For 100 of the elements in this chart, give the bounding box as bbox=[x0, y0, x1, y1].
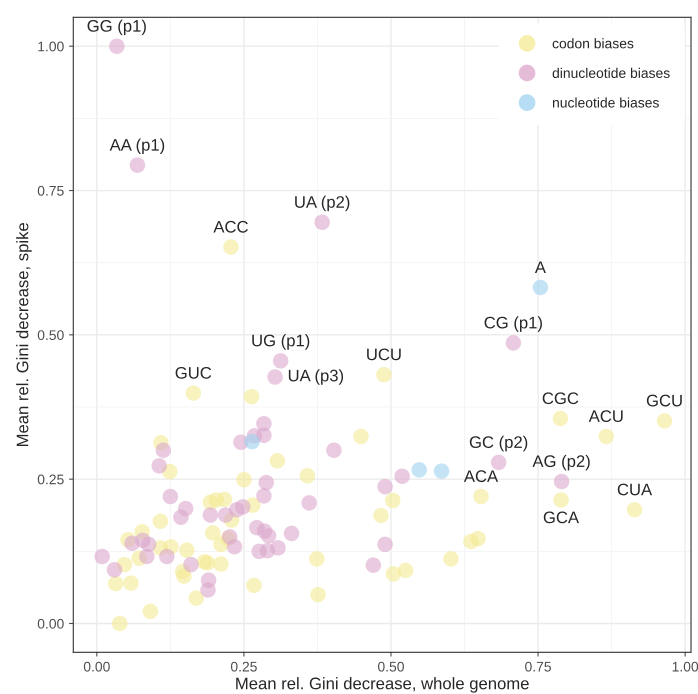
point bbox=[204, 525, 220, 541]
point bbox=[216, 492, 232, 508]
x-tick-label: 0.00 bbox=[84, 662, 110, 672]
annotation: GUC bbox=[176, 366, 212, 379]
y-axis-title: Mean rel. Gini decrease, spike bbox=[16, 223, 32, 446]
annotation: CUA bbox=[618, 484, 652, 496]
annotation: ACA bbox=[464, 470, 498, 482]
annotation: UA (p3) bbox=[288, 369, 344, 385]
point bbox=[256, 488, 272, 504]
point bbox=[260, 528, 276, 544]
point bbox=[310, 586, 326, 602]
point bbox=[213, 556, 229, 572]
point bbox=[256, 428, 272, 444]
point bbox=[186, 385, 202, 401]
annotation: GG (p1) bbox=[88, 20, 146, 36]
point bbox=[384, 492, 401, 508]
point bbox=[112, 616, 128, 632]
point bbox=[244, 388, 260, 404]
point bbox=[246, 578, 262, 594]
y-tick-label: 1.00 bbox=[38, 42, 64, 52]
point bbox=[532, 280, 548, 296]
point bbox=[109, 38, 125, 54]
point bbox=[270, 540, 286, 556]
point bbox=[139, 548, 155, 564]
point bbox=[130, 157, 146, 173]
point bbox=[434, 463, 450, 479]
annotation: A bbox=[534, 261, 546, 273]
annotation: AA (p1) bbox=[110, 138, 164, 154]
point bbox=[151, 458, 167, 474]
y-tick-label: 0.00 bbox=[38, 618, 64, 629]
x-tick-label: 1.00 bbox=[672, 662, 698, 672]
point bbox=[470, 530, 486, 546]
point bbox=[598, 428, 614, 444]
point bbox=[108, 576, 124, 592]
point bbox=[152, 514, 168, 530]
point bbox=[106, 562, 122, 578]
point bbox=[272, 353, 288, 369]
annotation: GCA bbox=[544, 512, 580, 524]
annotation: UA (p2) bbox=[295, 196, 350, 212]
point bbox=[394, 468, 410, 484]
point bbox=[656, 413, 672, 429]
annotation: ACC bbox=[213, 220, 248, 233]
point bbox=[490, 454, 506, 470]
point bbox=[552, 410, 568, 426]
point bbox=[377, 478, 393, 494]
point bbox=[309, 551, 325, 567]
point bbox=[162, 488, 178, 504]
point bbox=[176, 568, 192, 584]
x-axis-title: Mean rel. Gini decrease, whole genome bbox=[236, 677, 529, 693]
point bbox=[366, 557, 382, 573]
legend-label: nucleotide biases bbox=[552, 97, 659, 108]
annotation: CG (p1) bbox=[484, 316, 542, 332]
annotation: AG (p2) bbox=[532, 454, 590, 470]
annotation: UG (p1) bbox=[252, 334, 310, 350]
point bbox=[234, 499, 250, 515]
point bbox=[270, 452, 286, 468]
point bbox=[626, 502, 642, 518]
y-tick-label: 0.25 bbox=[38, 474, 64, 484]
point bbox=[443, 551, 459, 567]
point bbox=[188, 590, 204, 606]
annotation: GCU bbox=[646, 394, 682, 406]
point bbox=[123, 575, 139, 591]
point bbox=[411, 462, 427, 478]
point bbox=[244, 434, 260, 450]
annotation: ACU bbox=[588, 410, 623, 422]
point bbox=[377, 536, 393, 552]
point bbox=[506, 335, 522, 351]
legend-label: dinucleotide biases bbox=[552, 68, 670, 78]
y-tick-label: 0.75 bbox=[38, 186, 64, 196]
point bbox=[200, 555, 216, 571]
point bbox=[326, 442, 342, 458]
point bbox=[386, 566, 402, 582]
point bbox=[142, 604, 158, 620]
x-tick-label: 0.50 bbox=[378, 662, 404, 672]
point bbox=[159, 548, 175, 564]
x-tick-label: 0.75 bbox=[525, 662, 551, 672]
legend-label: codon biases bbox=[552, 38, 634, 48]
point bbox=[300, 468, 316, 484]
point bbox=[473, 488, 489, 504]
point bbox=[258, 474, 274, 490]
x-tick-label: 0.25 bbox=[230, 662, 257, 672]
point bbox=[202, 507, 218, 523]
annotation: UCU bbox=[367, 348, 401, 360]
point bbox=[284, 526, 300, 542]
y-tick-label: 0.50 bbox=[38, 330, 64, 340]
point bbox=[200, 582, 216, 598]
point bbox=[173, 510, 189, 526]
point bbox=[314, 214, 330, 230]
point bbox=[267, 369, 283, 385]
point bbox=[94, 548, 110, 564]
point bbox=[156, 442, 172, 458]
point bbox=[301, 495, 317, 511]
point bbox=[373, 508, 389, 524]
point bbox=[553, 492, 569, 508]
annotation: CGC bbox=[542, 392, 578, 404]
annotation: GC (p2) bbox=[470, 436, 528, 452]
point bbox=[183, 556, 199, 572]
point bbox=[353, 428, 369, 444]
point bbox=[398, 562, 414, 578]
point bbox=[236, 472, 252, 488]
